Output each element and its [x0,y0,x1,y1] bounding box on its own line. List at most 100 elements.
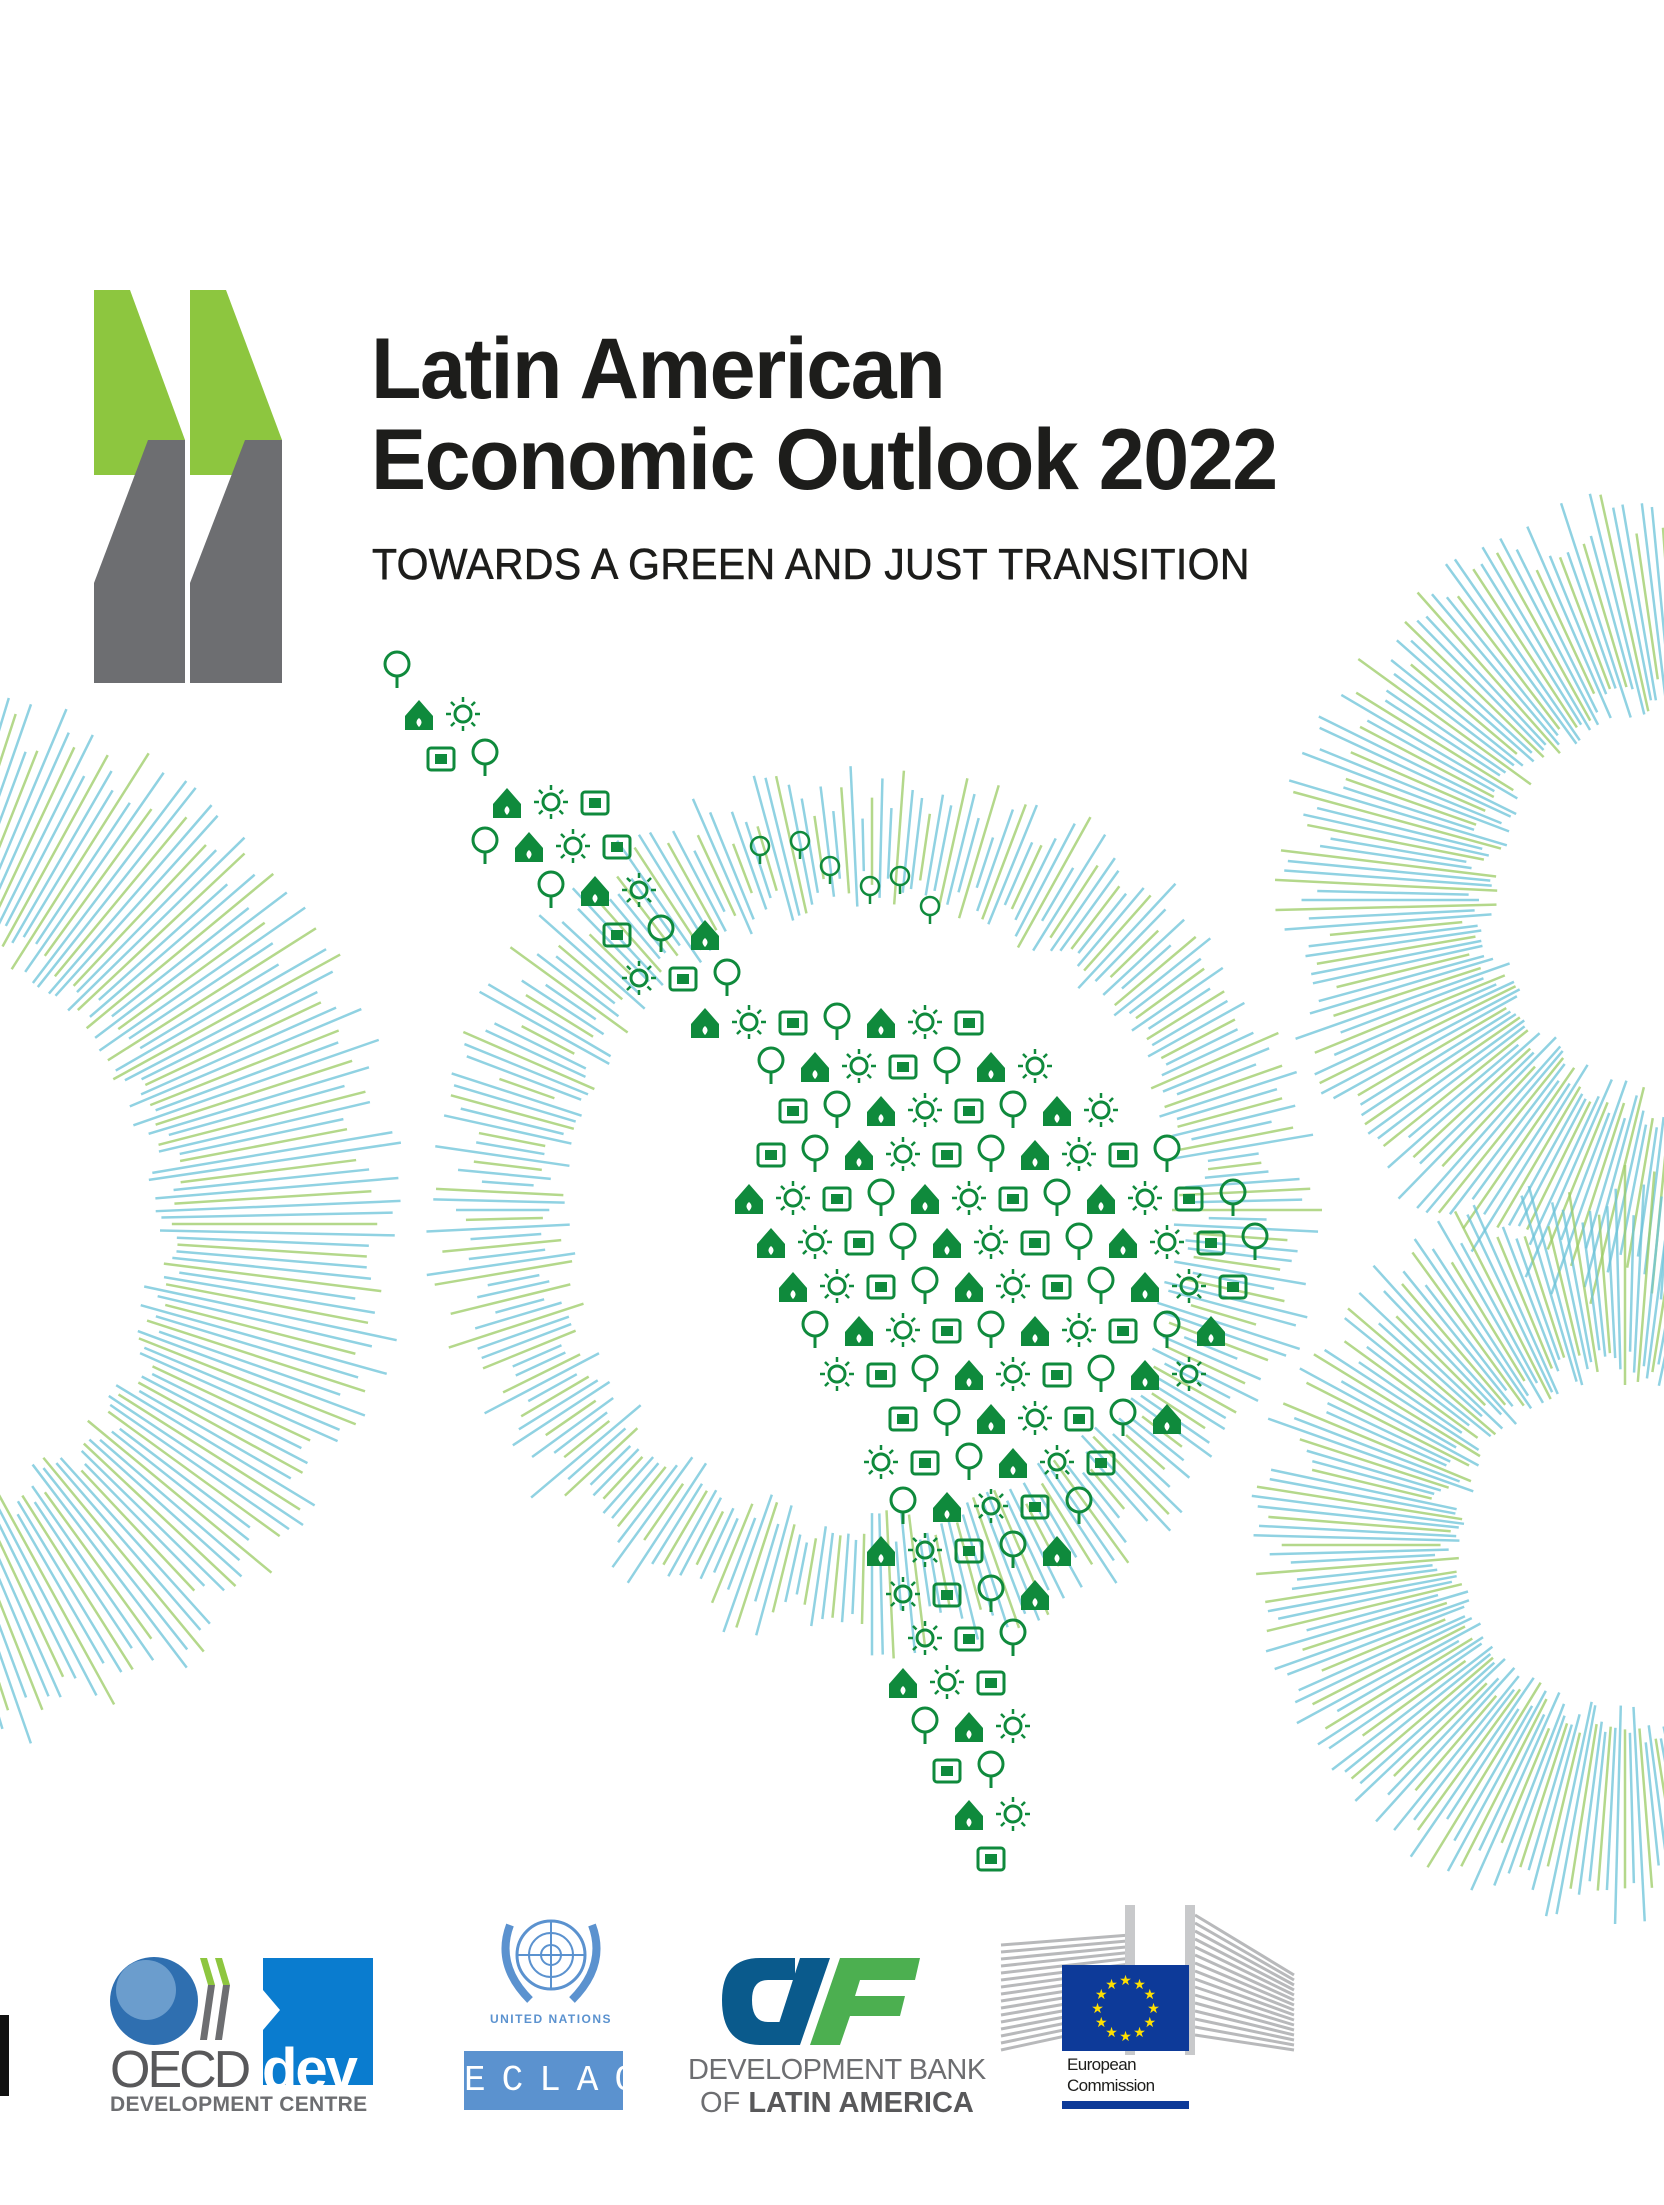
burst-ray [1306,1449,1442,1492]
turtle-icon [1172,1269,1206,1303]
burst-ray [1393,1682,1488,1777]
eu-star: ★ [1119,1972,1132,1988]
burst-ray [1307,823,1485,861]
person-icon [820,1269,854,1303]
burst-ray [140,990,318,1081]
burst-ray [1286,1605,1465,1676]
burst-ray [616,875,679,957]
burst-ray [1032,833,1107,952]
burst-ray [72,844,207,987]
burst-ray [111,1430,250,1542]
lightbulb-globe-icon [1241,1222,1269,1260]
burst-ray [588,933,632,976]
burst-ray [1014,837,1057,921]
burst-ray [179,1271,356,1300]
sun-icon [952,1181,986,1215]
burst-ray [148,1066,370,1136]
tree-icon [822,1186,852,1212]
burst-ray [1321,1618,1446,1672]
burst-ray [176,1250,367,1269]
burst-ray [21,1494,134,1671]
burst-ray [1336,1639,1460,1713]
burst-ray [1305,1381,1470,1467]
burst-ray [1425,1050,1564,1214]
burst-ray [1357,1006,1507,1097]
tree-icon [493,788,521,818]
burst-ray [860,1533,866,1625]
burst-ray [1318,954,1485,1003]
burst-ray [512,1344,562,1368]
burst-ray [1113,937,1212,1017]
burst-ray [1112,1433,1171,1488]
wheat-icon [845,1316,873,1346]
burst-ray [1340,693,1518,800]
burst-ray [132,1038,380,1127]
wind-icon [1196,1230,1226,1256]
burst-ray [1462,1067,1576,1230]
burst-ray [1411,1251,1525,1407]
burst-ray [726,1517,757,1591]
eu-flag [1062,1965,1189,2051]
burst-ray [1176,1087,1278,1121]
sun-icon [471,826,499,864]
burst-ray [1636,1171,1656,1383]
burst-ray [1448,1063,1566,1215]
wind-turbine-icon [888,1054,918,1080]
fuel-pump-icon [977,1134,1005,1172]
burst-ray [1314,974,1506,1054]
burst-ray [1412,1047,1532,1159]
burst-ray [4,775,86,927]
bus-icon [974,1489,1008,1523]
burst-ray [1657,1327,1664,1365]
burst-ray [1275,903,1497,912]
burst-ray [1396,639,1535,763]
burst-ray [1340,977,1484,1034]
burst-ray [0,751,27,825]
burst-ray [1384,699,1501,777]
burst-ray [1526,526,1612,719]
recycle-icon [1062,1313,1096,1347]
ship-icon [1043,1178,1071,1216]
burst-ray [1611,507,1653,701]
burst-ray [957,817,980,893]
burst-ray [179,1117,344,1156]
ec-caption-line2: Commission [1067,2076,1155,2095]
burst-ray [1290,1553,1436,1564]
oecd-wordmark: OECD [110,2041,251,2099]
burst-ray [0,750,39,849]
burst-ray [1331,1645,1494,1771]
burst-ray [1135,967,1205,1020]
burst-ray [0,732,70,891]
burst-ray [1460,1698,1548,1867]
fuel-pump-icon [1020,1494,1050,1520]
burst-ray [1131,1417,1185,1462]
burst-ray [936,778,969,913]
eu-star: ★ [1143,1986,1156,2002]
burst-ray [1632,1184,1646,1373]
burst-ray [693,850,726,913]
burst-ray [1359,1661,1496,1785]
burst-ray [1,754,109,948]
burst-ray [463,1042,589,1096]
burst-ray [1208,1216,1267,1221]
burst-ray [955,1522,983,1611]
burst-ray [155,1176,399,1200]
burst-ray [1268,1515,1451,1533]
burst-ray [107,927,317,1062]
eu-star: ★ [1091,2000,1104,2016]
caf-caption-line1: DEVELOPMENT BANK [688,2054,986,2086]
burst-ray [1070,885,1121,950]
burst-ray [139,963,280,1050]
ship-icon [1018,1401,1052,1435]
burst-ray [1559,502,1632,718]
burst-ray [42,1456,205,1653]
burst-ray [849,766,859,907]
burst-ray [0,1523,77,1679]
burst-ray [502,1353,581,1394]
burst-ray [819,786,836,897]
burst-ray [1340,1380,1457,1449]
wind-icon [383,650,411,688]
burst-ray [1081,1471,1121,1519]
burst-ray [36,787,197,988]
eu-stars-icon: ★★★★★★★★★ ★ ★★ [1091,1972,1160,2044]
